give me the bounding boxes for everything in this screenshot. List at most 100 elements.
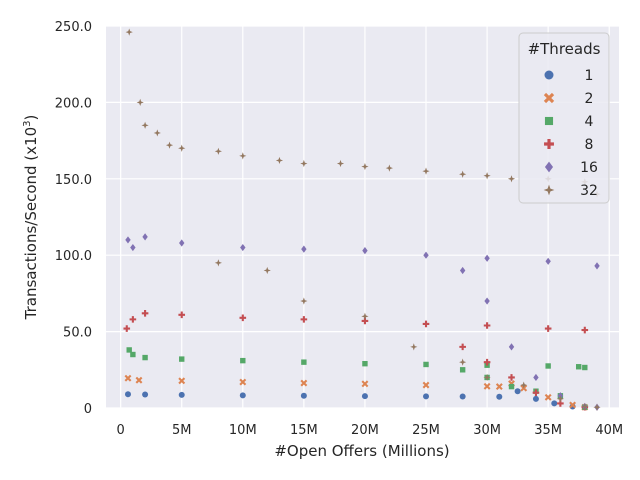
data-point [300,316,308,323]
data-point [507,175,516,183]
data-point [496,393,503,400]
data-point [124,374,132,382]
data-point [508,383,515,390]
y-tick-label: 250.0 [55,20,92,35]
data-point [123,325,131,332]
legend-marker-32 [543,184,555,196]
data-point [240,357,246,364]
data-point [544,325,552,332]
data-point [545,257,551,265]
data-point [136,98,144,106]
y-tick-label: 0 [84,402,92,417]
series-8 [123,309,589,411]
data-point [239,314,247,322]
data-point [130,351,136,358]
data-point [178,311,186,319]
data-point [142,233,148,241]
data-point [362,247,368,255]
data-point [178,377,186,385]
data-point [214,259,222,267]
legend-marker-4 [544,116,554,126]
x-axis-label: #Open Offers (Millions) [274,442,449,460]
data-point [495,383,503,391]
data-point [124,391,131,398]
data-point [130,243,136,252]
x-tick-label: 35M [534,423,562,438]
legend-title: #Threads [528,40,601,58]
x-tick-label: 0 [117,423,125,438]
data-point [594,262,600,270]
data-point [300,392,307,399]
data-point [361,393,368,400]
data-point [153,129,161,137]
data-point [423,393,430,400]
legend-marker-16 [544,161,554,173]
data-point [179,239,185,247]
data-point [300,297,308,305]
data-point [483,382,491,390]
legend: #Threads 1 2 4 8 16 32 [518,32,610,204]
data-point [126,347,132,353]
data-point [141,309,149,317]
data-point [301,245,307,253]
legend-box [518,32,610,204]
data-point [459,170,467,178]
data-point [575,364,582,370]
data-point [178,144,186,152]
data-point [165,141,174,149]
data-point [239,392,246,399]
x-tick-label: 30M [473,423,501,438]
data-point [459,358,467,366]
y-tick-label: 50.0 [63,326,92,341]
data-point [532,395,539,402]
data-point [484,297,490,305]
data-point [582,364,588,371]
data-point [459,343,466,351]
data-point [239,378,247,386]
data-point [459,367,466,373]
data-point [300,379,308,387]
data-point [129,316,137,323]
data-point [581,326,589,334]
data-point [422,320,430,328]
data-point [483,322,491,329]
data-point [422,167,430,175]
data-point [423,251,429,259]
data-point [581,402,589,411]
data-point [385,164,393,172]
y-axis-ticks: 0 50.0 100.0 150.0 200.0 250.0 [55,20,92,417]
data-point [484,254,490,262]
data-point [483,358,491,366]
legend-label-1: 1 [585,68,594,84]
data-point [361,380,369,388]
y-axis-label: Transactions/Second (x103) [22,115,40,321]
data-point [483,373,491,382]
data-point [459,266,466,275]
data-point [520,381,528,389]
legend-marker-8 [544,139,554,149]
x-tick-label: 20M [351,423,379,438]
data-point [141,121,149,129]
legend-label-8: 8 [585,137,594,153]
y-tick-label: 200.0 [55,96,92,111]
data-point [239,152,247,160]
y-tick-label: 100.0 [55,249,92,264]
data-point [142,391,149,398]
data-point [142,354,148,361]
data-point [336,159,345,168]
data-point [514,388,521,395]
data-point [532,389,540,397]
data-point [135,376,143,384]
y-tick-label: 150.0 [55,173,92,188]
legend-label-2: 2 [585,91,594,107]
data-point [361,162,369,171]
legend-label-16: 16 [580,160,598,176]
data-point [240,243,246,252]
data-point [551,400,558,407]
data-point [410,343,418,351]
data-point [362,360,368,367]
x-axis-ticks: 0 5M 10M 15M 20M 25M 30M 35M 40M [117,423,624,438]
x-tick-label: 10M [229,423,257,438]
x-tick-label: 40M [595,423,623,438]
